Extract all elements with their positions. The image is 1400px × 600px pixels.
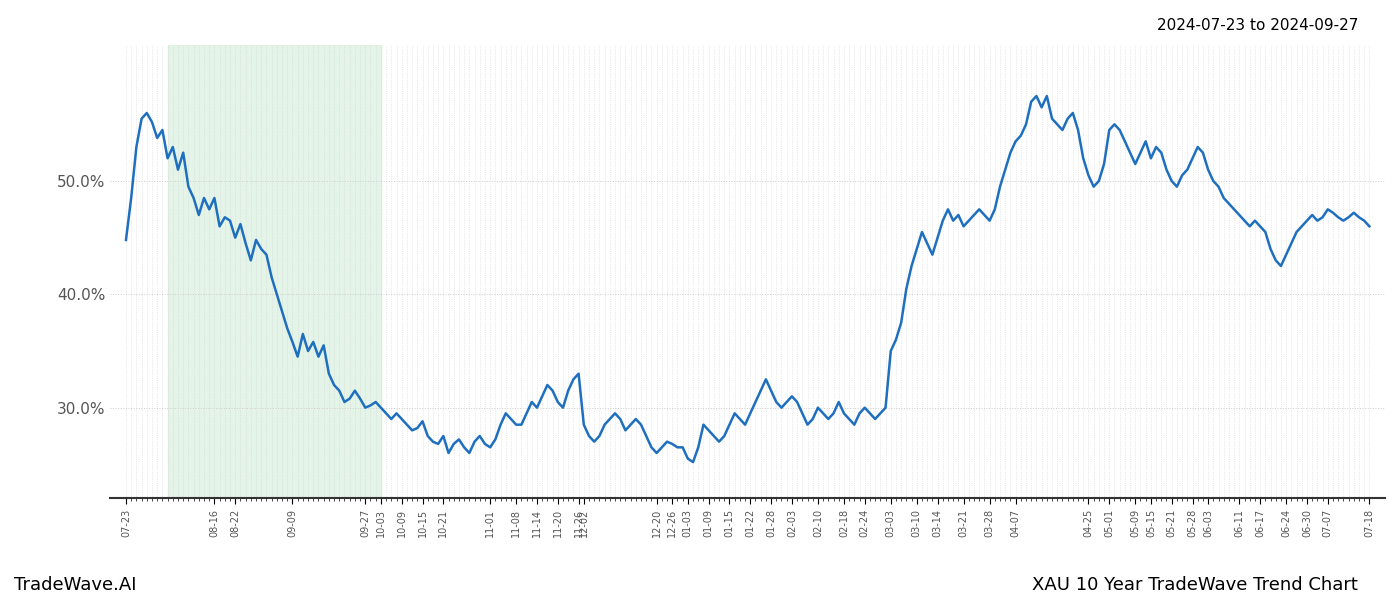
Bar	[168, 45, 381, 499]
Text: TradeWave.AI: TradeWave.AI	[14, 576, 137, 594]
Text: XAU 10 Year TradeWave Trend Chart: XAU 10 Year TradeWave Trend Chart	[1032, 576, 1358, 594]
Text: 2024-07-23 to 2024-09-27: 2024-07-23 to 2024-09-27	[1156, 18, 1358, 33]
